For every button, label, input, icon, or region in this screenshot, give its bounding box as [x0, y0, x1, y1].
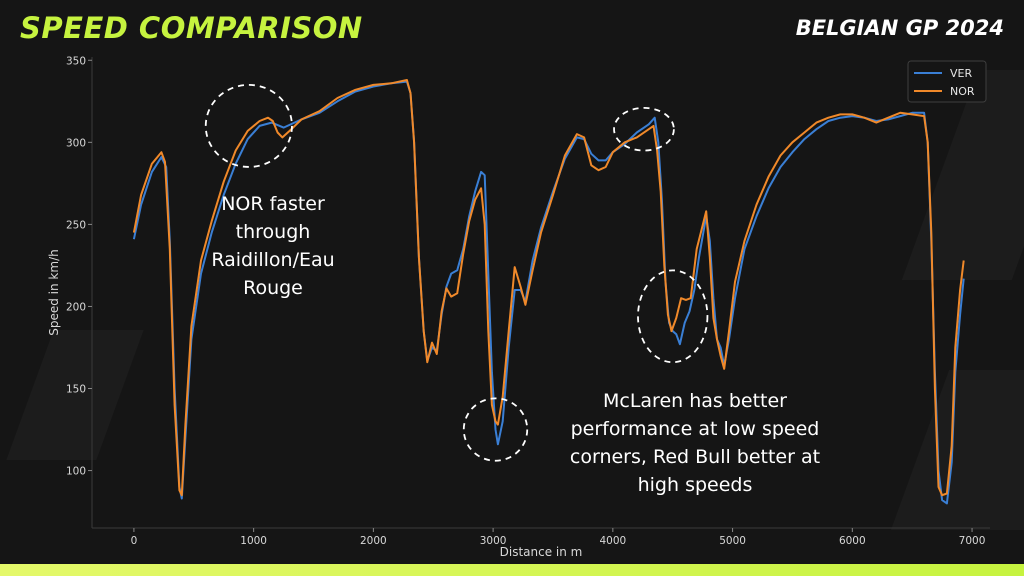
x-tick-label: 7000 [959, 535, 986, 547]
annotation-circle [613, 106, 675, 152]
event-title: BELGIAN GP 2024 [795, 16, 1004, 40]
y-tick-label: 350 [66, 55, 86, 67]
series-line-nor [132, 79, 965, 497]
annotation-text: McLaren has better [603, 390, 787, 412]
chart-axes: 0 1000 2000 3000 4000 5000 6000 7000 100 150 200 25… [66, 55, 990, 547]
annotation-layer: NOR faster through Raidillon/Eau Rouge McLar… [204, 83, 820, 496]
y-tick-label: 150 [66, 384, 86, 396]
annotation-text: Rouge [243, 277, 303, 299]
y-tick-label: 250 [66, 219, 86, 231]
series-line-ver [132, 80, 965, 505]
annotation-circle [637, 269, 709, 364]
x-tick-label: 2000 [360, 535, 387, 547]
page-title: SPEED COMPARISON [20, 11, 363, 45]
series-layer [132, 79, 965, 505]
x-tick-label: 3000 [480, 535, 507, 547]
annotation-text: corners, Red Bull better at [570, 446, 820, 468]
x-tick-label: 4000 [599, 535, 626, 547]
x-axis-label: Distance in m [500, 545, 583, 559]
annotation-text: through [236, 221, 311, 243]
y-tick-label: 300 [66, 137, 86, 149]
legend-label-nor: NOR [950, 85, 975, 98]
y-tick-label: 100 [66, 466, 86, 478]
bottom-accent-band [0, 564, 1024, 576]
y-tick-label: 200 [66, 301, 86, 313]
annotation-circle [204, 83, 293, 168]
annotation-circle [462, 397, 529, 462]
annotation-text: high speeds [638, 474, 753, 496]
chart-legend: VER NOR [907, 60, 987, 103]
y-axis-label: Speed in km/h [47, 249, 61, 335]
x-tick-label: 0 [131, 535, 138, 547]
legend-label-ver: VER [950, 67, 972, 80]
x-tick-label: 1000 [240, 535, 267, 547]
x-tick-label: 6000 [839, 535, 866, 547]
x-tick-label: 5000 [719, 535, 746, 547]
annotation-text: performance at low speed [571, 418, 820, 440]
annotation-text: Raidillon/Eau [211, 249, 334, 271]
annotation-text: NOR faster [221, 193, 325, 215]
